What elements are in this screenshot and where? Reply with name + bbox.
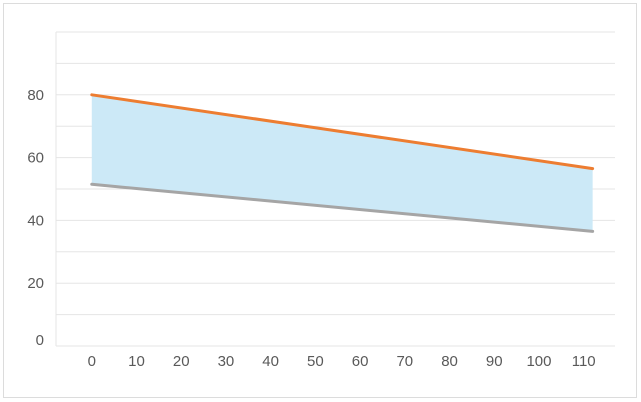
y-tick-label: 0: [36, 332, 44, 349]
x-tick-label: 110: [572, 353, 596, 370]
x-tick-label: 70: [396, 353, 413, 370]
x-tick-label: 90: [486, 353, 503, 370]
x-tick-label: 80: [441, 353, 458, 370]
band-area: [91, 94, 593, 232]
y-tick-label: 40: [27, 212, 44, 229]
y-axis-tick-labels: 0 20 40 60 80: [27, 87, 44, 349]
y-tick-label: 80: [27, 87, 44, 104]
x-tick-label: 20: [173, 353, 190, 370]
y-tick-label: 60: [27, 150, 44, 167]
x-tick-label: 0: [88, 353, 96, 370]
x-tick-label: 50: [307, 353, 324, 370]
x-tick-label: 60: [352, 353, 369, 370]
x-tick-label: 30: [218, 353, 235, 370]
x-tick-label: 100: [526, 353, 551, 370]
x-tick-label: 40: [262, 353, 279, 370]
upper-series-line: [90, 93, 595, 171]
x-axis-tick-labels: 0 10 20 30 40 50 60 70 80 90 100 110: [88, 353, 596, 370]
y-tick-label: 20: [27, 275, 44, 292]
x-tick-label: 10: [128, 353, 145, 370]
lower-series-line: [90, 182, 595, 233]
